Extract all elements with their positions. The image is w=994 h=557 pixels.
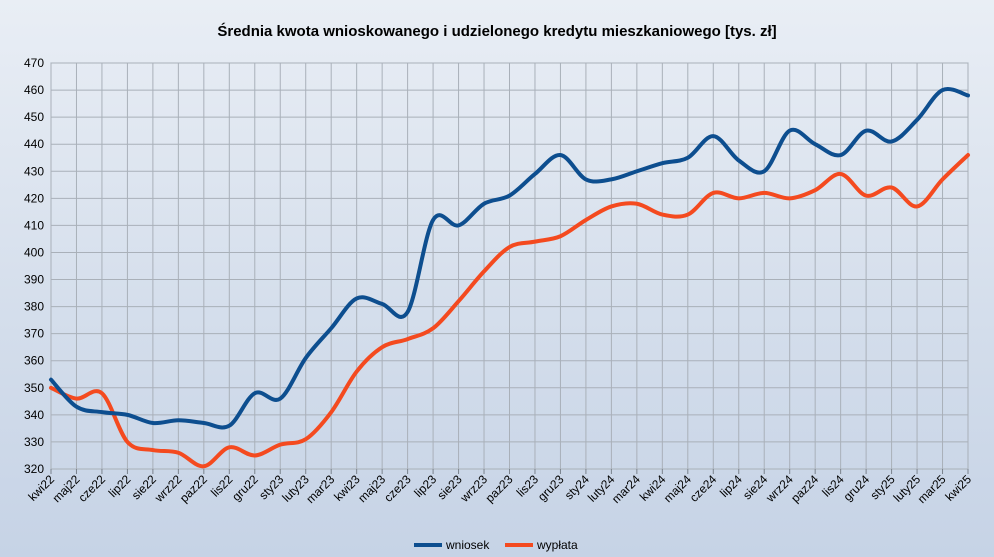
legend-label: wypłata — [536, 538, 578, 552]
y-tick-label: 400 — [24, 245, 44, 259]
y-tick-label: 460 — [24, 83, 44, 97]
y-tick-label: 390 — [24, 273, 44, 287]
y-tick-label: 340 — [24, 408, 44, 422]
legend: wniosek wypłata — [414, 538, 578, 552]
y-tick-label: 370 — [24, 327, 44, 341]
y-tick-label: 450 — [24, 110, 44, 124]
x-tick-label: lip22 — [106, 472, 134, 500]
x-tick-label: lip24 — [717, 472, 745, 500]
x-tick-label: cze22 — [76, 472, 109, 505]
gridlines — [50, 62, 969, 470]
legend-label: wniosek — [445, 538, 490, 552]
x-tick-label: maj24 — [661, 472, 694, 505]
y-tick-label: 420 — [24, 191, 44, 205]
x-tick-label: gru24 — [841, 472, 873, 504]
series-lines — [49, 87, 970, 469]
series-line-wniosek — [49, 87, 970, 430]
x-tick-label: maj23 — [355, 472, 388, 505]
y-tick-label: 380 — [24, 300, 44, 314]
y-tick-label: 350 — [24, 381, 44, 395]
x-tick-label: paz23 — [483, 472, 516, 505]
y-tick-label: 410 — [24, 218, 44, 232]
y-tick-label: 440 — [24, 137, 44, 151]
x-tick-label: gru22 — [229, 472, 261, 504]
y-tick-label: 330 — [24, 435, 44, 449]
y-axis: 320 330 340 350 360 370 380 390 400 410 420 430 440 4… — [24, 56, 44, 476]
x-tick-label: wrz23 — [457, 472, 490, 505]
x-tick-label: mar23 — [303, 472, 337, 506]
chart-title: Średnia kwota wnioskowanego i udzieloneg… — [217, 22, 776, 40]
legend-item: wniosek — [414, 538, 490, 552]
y-tick-label: 360 — [24, 354, 44, 368]
legend-item: wypłata — [505, 538, 578, 552]
x-tick-label: kwi25 — [943, 472, 975, 504]
series-line-wypłata — [49, 153, 970, 469]
x-tick-label: wrz24 — [763, 472, 796, 505]
x-tick-label: gru23 — [535, 472, 567, 504]
x-tick-label: paz24 — [788, 472, 821, 505]
x-tick-label: mar24 — [609, 472, 643, 506]
x-tick-label: wrz22 — [151, 472, 184, 505]
x-tick-label: cze23 — [381, 472, 414, 505]
y-tick-label: 320 — [24, 462, 44, 476]
y-tick-label: 430 — [24, 164, 44, 178]
x-tick-label: mar25 — [915, 472, 949, 506]
x-axis: kwi22maj22cze22lip22sie22wrz22paz22lis22… — [26, 469, 975, 506]
x-tick-label: cze24 — [687, 472, 720, 505]
x-tick-label: maj22 — [50, 472, 83, 505]
x-tick-label: paz22 — [177, 472, 210, 505]
y-tick-label: 470 — [24, 56, 44, 70]
x-tick-label: lip23 — [411, 472, 439, 500]
